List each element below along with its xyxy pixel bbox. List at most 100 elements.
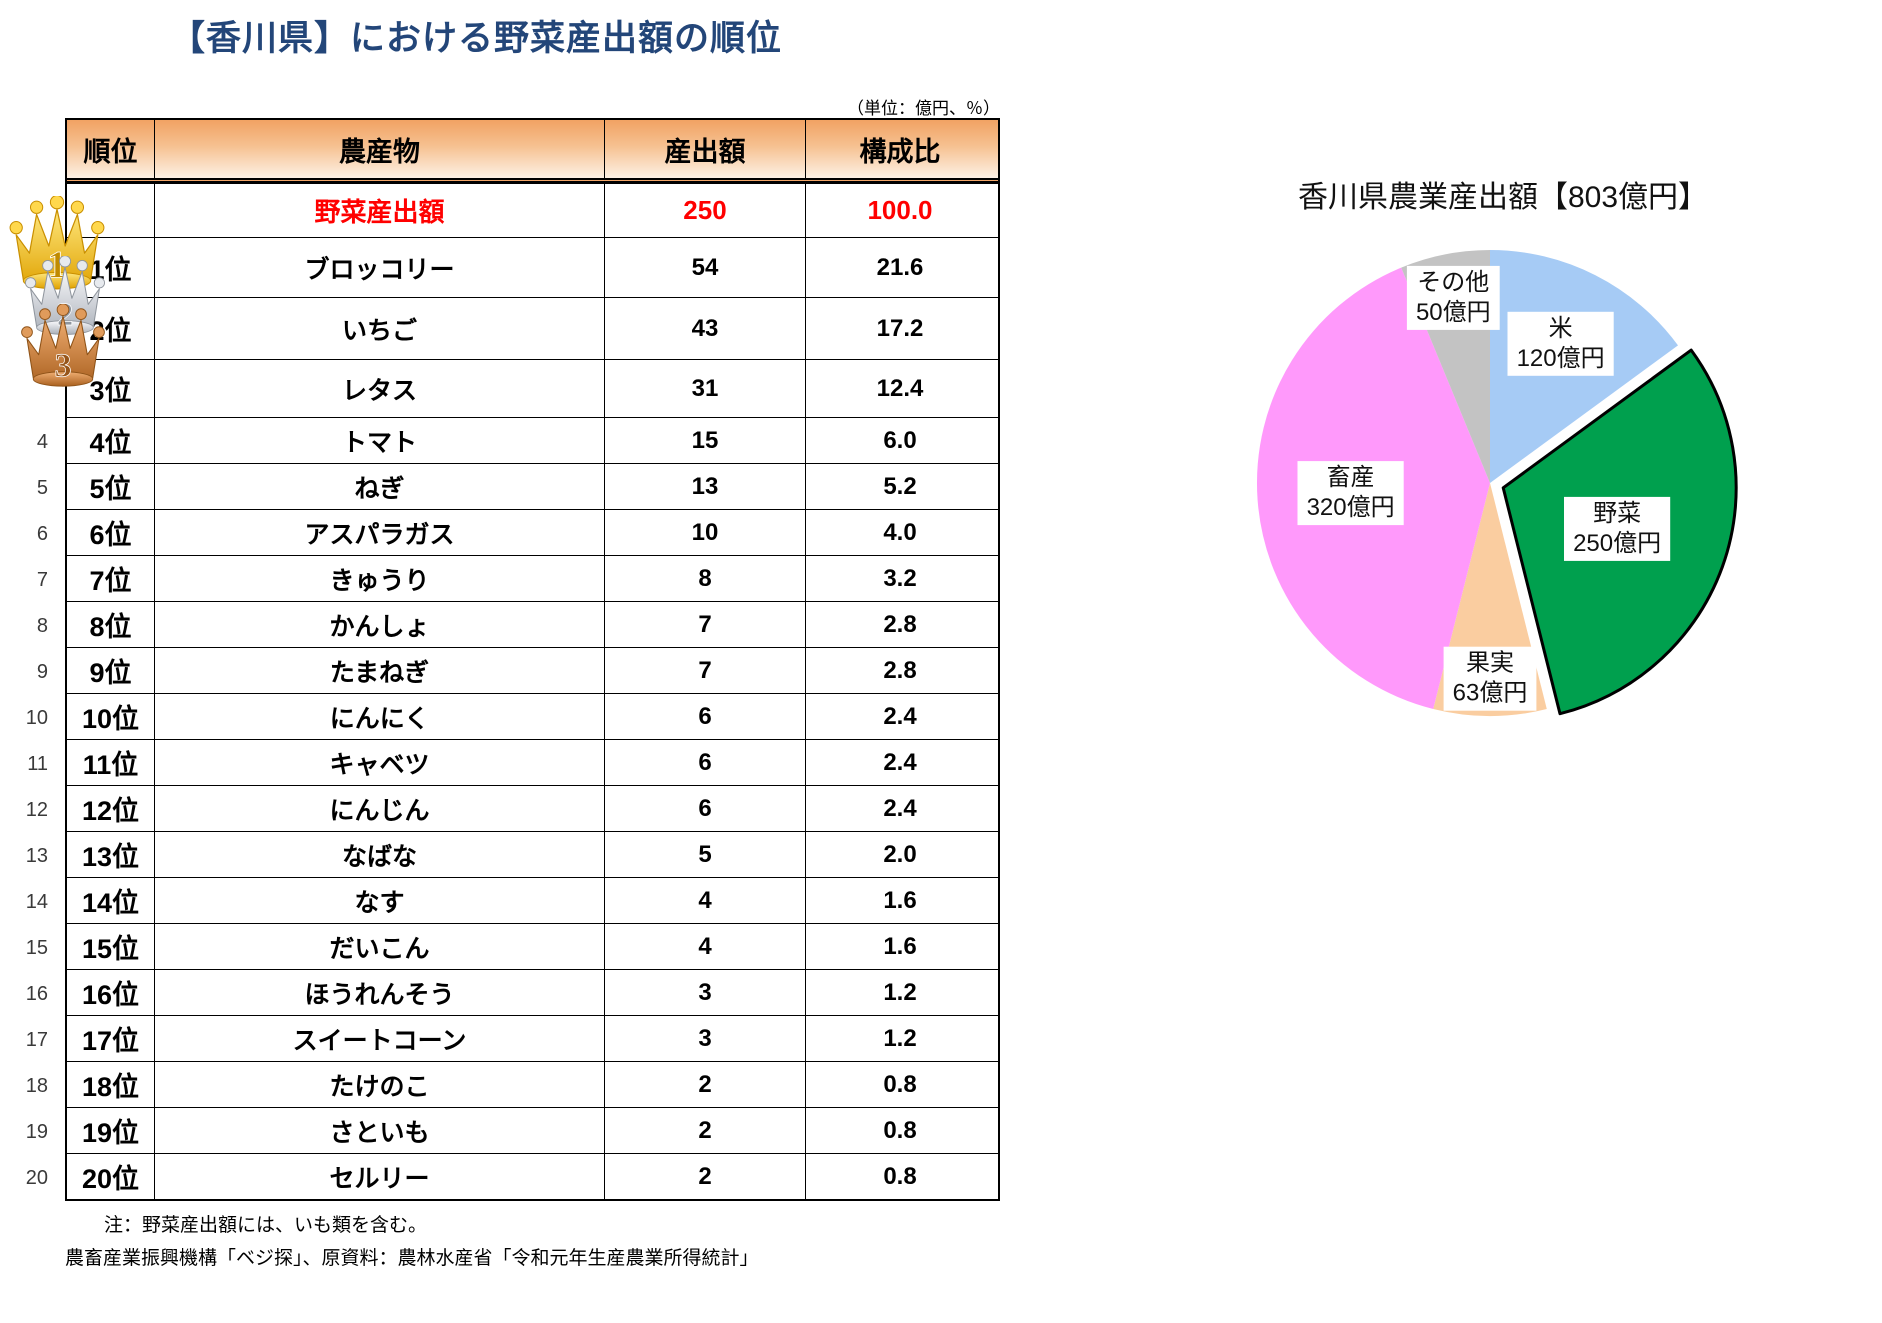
table-row: 7位 きゅうり 8 3.2	[67, 555, 998, 601]
value-cell: 10	[604, 510, 805, 555]
column-header-rank: 順位	[83, 136, 138, 167]
column-header-product: 農産物	[154, 120, 604, 178]
product-cell: ねぎ	[154, 464, 604, 509]
rank-cell: 8位	[89, 612, 132, 642]
pie-chart: 米 120億円 野菜 250億円 果実 63億円 畜産 320億円 その他 50億円	[1240, 225, 1760, 745]
rank-cell: 19位	[81, 1118, 140, 1148]
share-cell: 5.2	[805, 464, 994, 509]
pie-chart-title: 香川県農業産出額【803億円】	[1297, 181, 1709, 214]
ranking-table: 順位 農産物 産出額 構成比 野菜産出額 250 100.0 1位 ブロッコリー 5…	[65, 118, 1000, 1201]
value-cell: 13	[604, 464, 805, 509]
product-cell: なす	[154, 878, 604, 923]
table-row: 19位 さといも 2 0.8	[67, 1107, 998, 1153]
table-row: 4位 トマト 15 6.0	[67, 417, 998, 463]
rank-cell: 3位	[89, 376, 132, 406]
sheet-row-number: 9	[36, 661, 48, 683]
sheet-row-number: 7	[36, 569, 48, 591]
column-header-output: 産出額	[604, 120, 805, 178]
rank-cell: 11位	[82, 750, 139, 780]
sheet-row-number: 13	[25, 845, 48, 867]
sheet-row-number: 14	[25, 891, 48, 913]
share-cell: 0.8	[805, 1062, 994, 1107]
svg-text:野菜: 野菜	[1593, 500, 1641, 527]
value-cell: 3	[604, 970, 805, 1015]
column-header-share: 構成比	[805, 120, 994, 178]
value-cell: 15	[604, 418, 805, 463]
gold-crown-icon: 1	[6, 195, 108, 293]
share-cell: 12.4	[805, 360, 994, 417]
share-cell: 0.8	[805, 1154, 994, 1199]
rank-cell: 13位	[81, 842, 140, 872]
value-cell: 2	[604, 1062, 805, 1107]
product-cell: ほうれんそう	[154, 970, 604, 1015]
product-cell: にんじん	[154, 786, 604, 831]
pie-slice-label: その他 50億円	[1406, 265, 1500, 330]
sheet-row-number: 4	[36, 431, 48, 453]
sheet-row-number: 16	[25, 983, 48, 1005]
product-cell: セルリー	[154, 1154, 604, 1199]
table-row: 13位 なばな 5 2.0	[67, 831, 998, 877]
share-cell: 2.4	[805, 786, 994, 831]
table-row: 11位 キャベツ 6 2.4	[67, 739, 998, 785]
rank-cell: 12位	[81, 796, 140, 826]
pie-slice-label: 米 120億円	[1507, 311, 1614, 376]
sheet-row-number: 17	[25, 1029, 48, 1051]
value-cell: 31	[604, 360, 805, 417]
bronze-crown-icon: 3	[18, 303, 108, 390]
product-cell: にんにく	[154, 694, 604, 739]
rank-cell: 15位	[81, 934, 140, 964]
rank-cell: 10位	[81, 704, 140, 734]
pie-slice-label: 野菜 250億円	[1564, 496, 1671, 561]
table-row: 1位 ブロッコリー 54 21.6	[67, 237, 998, 297]
rank-cell: 5位	[89, 474, 132, 504]
product-cell: キャベツ	[154, 740, 604, 785]
share-cell: 21.6	[805, 238, 994, 297]
product-cell: きゅうり	[154, 556, 604, 601]
share-cell: 0.8	[805, 1108, 994, 1153]
value-cell: 3	[604, 1016, 805, 1061]
table-row: 14位 なす 4 1.6	[67, 877, 998, 923]
rank-cell: 20位	[81, 1164, 140, 1194]
value-cell: 6	[604, 740, 805, 785]
product-cell: かんしょ	[154, 602, 604, 647]
table-row: 9位 たまねぎ 7 2.8	[67, 647, 998, 693]
value-cell: 54	[604, 238, 805, 297]
value-cell: 2	[604, 1154, 805, 1199]
sheet-row-number: 19	[25, 1121, 48, 1143]
rank-cell: 9位	[89, 658, 132, 688]
product-cell: だいこん	[154, 924, 604, 969]
table-row: 17位 スイートコーン 3 1.2	[67, 1015, 998, 1061]
value-cell: 43	[604, 298, 805, 359]
footnote-inclusion: 注：野菜産出額には、いも類を含む。	[104, 1215, 428, 1236]
page-title: 【香川県】における野菜産出額の順位	[170, 19, 783, 58]
svg-text:320億円: 320億円	[1307, 494, 1395, 521]
share-cell: 4.0	[805, 510, 994, 555]
table-row: 15位 だいこん 4 1.6	[67, 923, 998, 969]
table-row: 2位 いちご 43 17.2	[67, 297, 998, 359]
svg-text:果実: 果実	[1466, 650, 1514, 677]
product-cell: レタス	[154, 360, 604, 417]
share-cell: 1.2	[805, 1016, 994, 1061]
rank-cell: 4位	[89, 428, 132, 458]
share-cell: 3.2	[805, 556, 994, 601]
share-cell: 1.2	[805, 970, 994, 1015]
value-cell: 6	[604, 694, 805, 739]
value-cell: 5	[604, 832, 805, 877]
share-cell: 2.4	[805, 694, 994, 739]
sheet-row-number: 20	[25, 1167, 48, 1189]
table-row: 8位 かんしょ 7 2.8	[67, 601, 998, 647]
pie-slice-label: 畜産 320億円	[1297, 461, 1404, 526]
svg-text:その他: その他	[1417, 269, 1489, 296]
svg-text:120億円: 120億円	[1517, 345, 1605, 372]
table-row: 16位 ほうれんそう 3 1.2	[67, 969, 998, 1015]
table-row: 3位 レタス 31 12.4	[67, 359, 998, 417]
svg-text:1: 1	[47, 244, 66, 287]
svg-text:50億円: 50億円	[1416, 299, 1491, 326]
product-cell: トマト	[154, 418, 604, 463]
table-row: 10位 にんにく 6 2.4	[67, 693, 998, 739]
sheet-row-number: 12	[25, 799, 48, 821]
sheet-row-number: 6	[36, 523, 48, 545]
rank-cell: 16位	[81, 980, 140, 1010]
table-row: 18位 たけのこ 2 0.8	[67, 1061, 998, 1107]
